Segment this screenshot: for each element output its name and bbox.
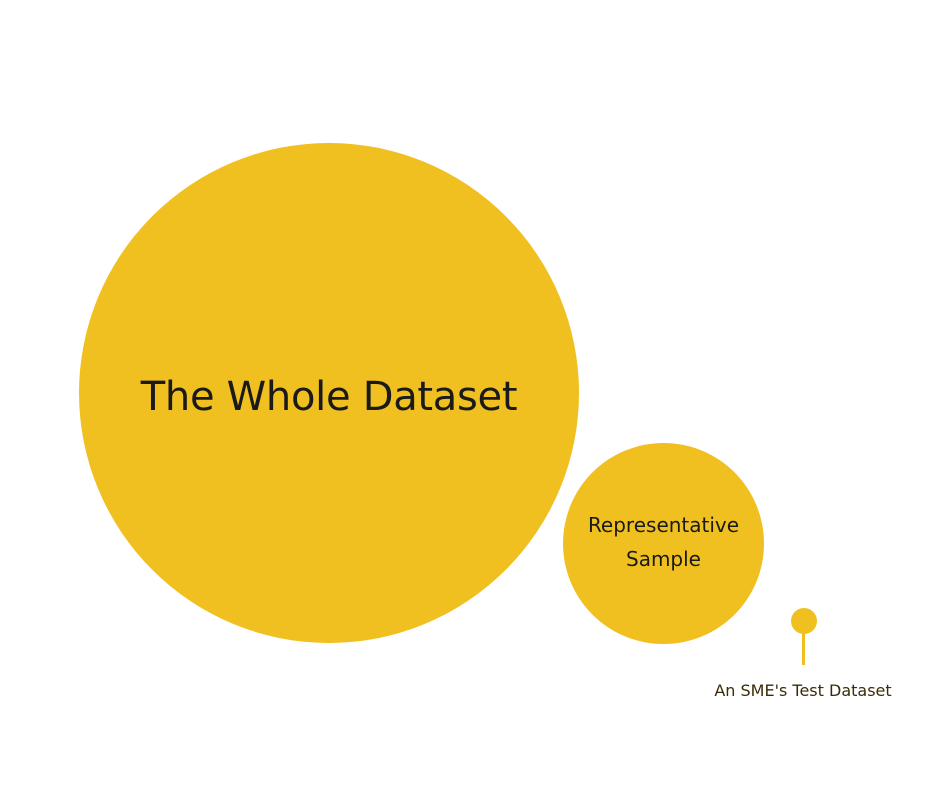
sme-callout-line <box>802 632 805 665</box>
whole-dataset-circle: The Whole Dataset <box>79 143 579 643</box>
sme-test-dataset-circle <box>791 608 817 634</box>
representative-sample-circle: Representative Sample <box>563 443 764 644</box>
sme-test-dataset-label: An SME's Test Dataset <box>714 681 892 700</box>
representative-sample-label: Representative Sample <box>587 513 740 571</box>
whole-dataset-label: The Whole Dataset <box>140 373 518 420</box>
